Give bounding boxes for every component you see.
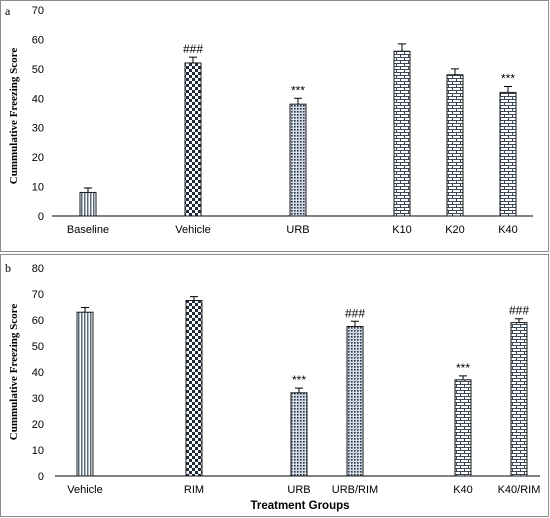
bar xyxy=(289,103,307,217)
y-tick-label: 10 xyxy=(32,182,44,194)
x-tick-label: Vehicle xyxy=(175,224,210,236)
panel-b-bars: *** ### *** ### xyxy=(76,296,529,477)
bar xyxy=(393,50,411,217)
x-tick-label: URB xyxy=(286,224,309,236)
x-tick-label: K20 xyxy=(445,224,465,236)
significance-label: ### xyxy=(183,42,203,56)
y-tick-label: 30 xyxy=(32,123,44,135)
x-tick-label: K40/RIM xyxy=(498,484,541,496)
bar xyxy=(499,91,517,217)
panel-a-y-ticks: 0 10 20 30 40 50 60 70 xyxy=(32,5,44,223)
error-bar xyxy=(81,307,89,313)
bar xyxy=(184,62,202,217)
y-tick-label: 0 xyxy=(38,471,44,483)
bar xyxy=(79,191,97,217)
bar xyxy=(510,322,528,477)
panel-b-border xyxy=(0,254,549,517)
error-bar xyxy=(84,187,92,193)
bar xyxy=(185,300,203,477)
error-bar xyxy=(504,86,512,93)
panel-a-border xyxy=(0,0,549,252)
y-tick-label: 70 xyxy=(32,289,44,301)
x-tick-label: URB xyxy=(287,484,310,496)
panel-b-x-axis-label: Treatment Groups xyxy=(250,500,349,512)
panel-b-y-ticks: 0 10 20 30 40 50 60 70 80 xyxy=(32,263,44,483)
panel-a-bars: ### *** *** xyxy=(79,42,517,217)
error-bar xyxy=(515,318,523,323)
y-tick-label: 60 xyxy=(32,34,44,46)
x-tick-label: Baseline xyxy=(67,224,109,236)
bar xyxy=(446,74,464,217)
error-bar xyxy=(398,43,406,52)
significance-label: *** xyxy=(292,373,306,387)
y-tick-label: 50 xyxy=(32,341,44,353)
significance-label: ### xyxy=(345,306,365,320)
bar xyxy=(290,392,308,477)
bar xyxy=(346,326,364,477)
y-tick-label: 20 xyxy=(32,152,44,164)
panel-b-y-axis-label: Cummulative Freezing Score xyxy=(8,304,20,441)
error-bar xyxy=(295,387,303,393)
x-tick-label: K10 xyxy=(392,224,412,236)
x-tick-label: URB/RIM xyxy=(332,484,378,496)
y-tick-label: 80 xyxy=(32,263,44,275)
error-bar xyxy=(294,97,302,105)
error-bar xyxy=(459,375,467,380)
y-tick-label: 40 xyxy=(32,93,44,105)
bar xyxy=(76,311,94,477)
y-tick-label: 70 xyxy=(32,5,44,17)
x-tick-label: K40 xyxy=(453,484,473,496)
y-tick-label: 40 xyxy=(32,367,44,379)
panel-b-category-labels: Vehicle RIM URB URB/RIM K40 K40/RIM xyxy=(67,484,540,496)
panel-b: b Cummulative Freezing Score 0 10 20 30 40 50… xyxy=(0,254,549,517)
panel-a: a Cummulative Freezing Score 0 10 20 30 40 50… xyxy=(0,0,549,252)
y-tick-label: 10 xyxy=(32,445,44,457)
error-bar xyxy=(190,296,198,301)
panel-a-y-axis-label: Cummulative Freezing Score xyxy=(8,48,20,185)
x-tick-label: Vehicle xyxy=(67,484,102,496)
significance-label: ### xyxy=(509,304,529,318)
error-bar xyxy=(189,56,197,63)
error-bar xyxy=(351,320,359,327)
panel-a-category-labels: Baseline Vehicle URB K10 K20 K40 xyxy=(67,224,518,236)
y-tick-label: 0 xyxy=(38,211,44,223)
panel-b-letter: b xyxy=(5,261,11,275)
significance-label: *** xyxy=(456,361,470,375)
y-tick-label: 20 xyxy=(32,419,44,431)
x-tick-label: RIM xyxy=(184,484,204,496)
y-tick-label: 60 xyxy=(32,315,44,327)
bar xyxy=(454,379,472,477)
significance-label: *** xyxy=(291,83,305,97)
error-bar xyxy=(451,68,459,75)
x-tick-label: K40 xyxy=(498,224,518,236)
panel-a-letter: a xyxy=(5,4,11,18)
y-tick-label: 50 xyxy=(32,64,44,76)
y-tick-label: 30 xyxy=(32,393,44,405)
significance-label: *** xyxy=(501,72,515,86)
